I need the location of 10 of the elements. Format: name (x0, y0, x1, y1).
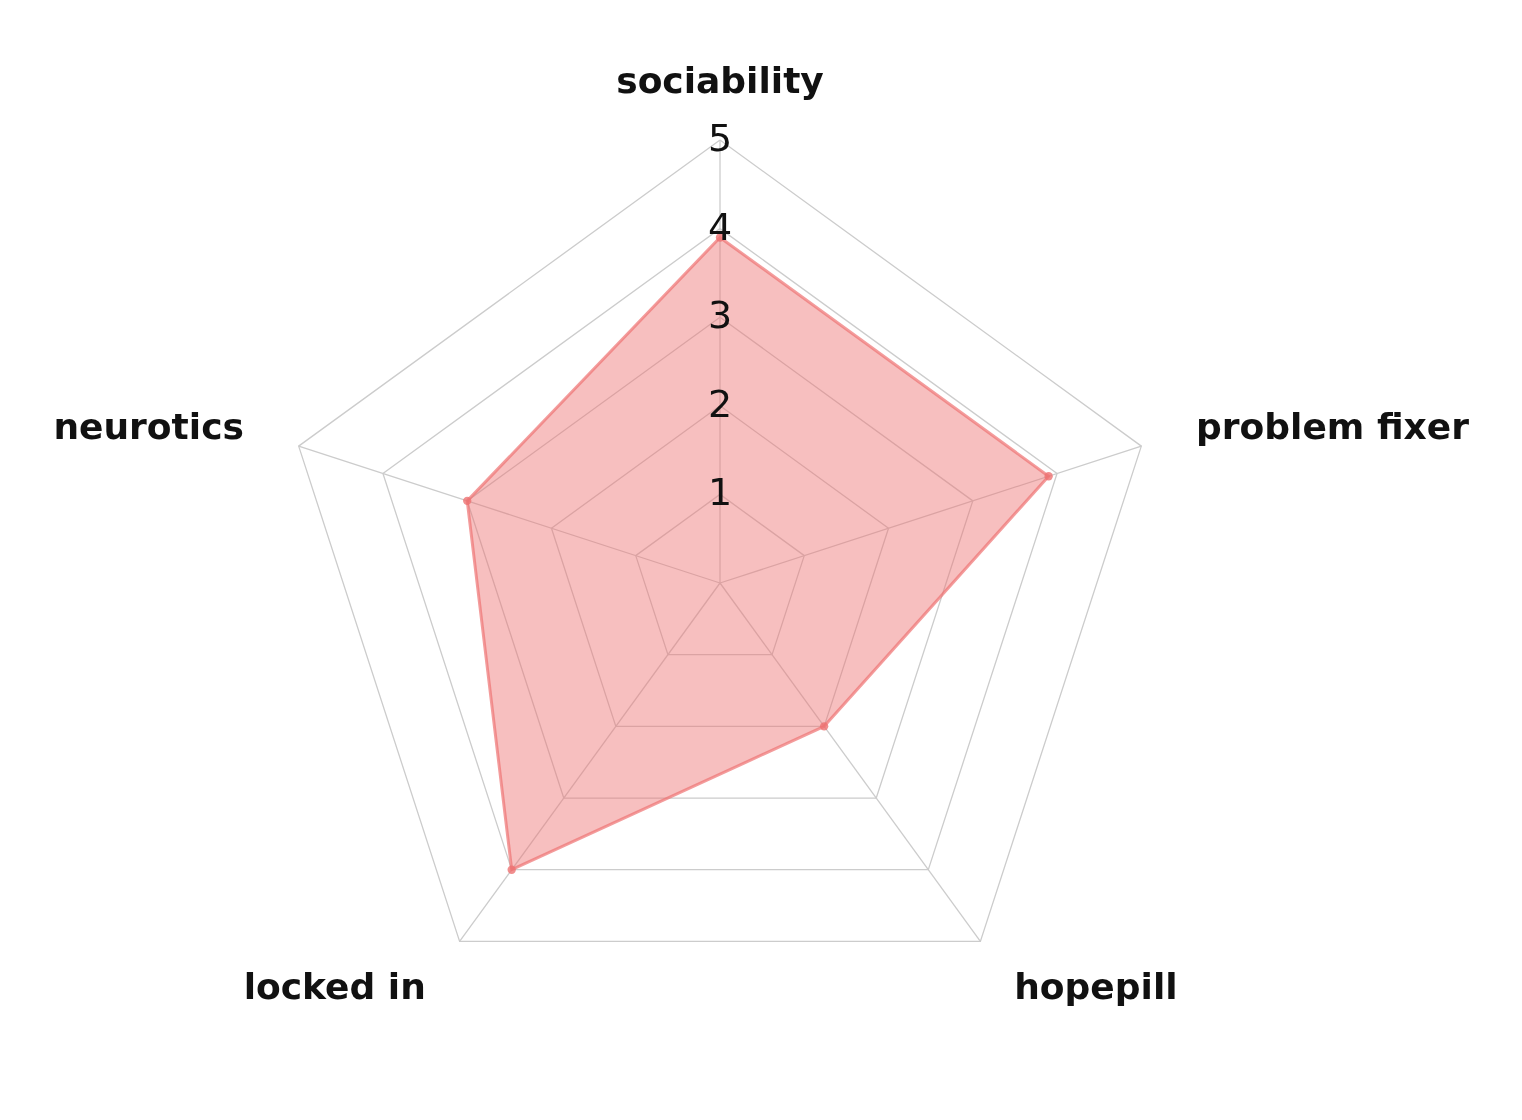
y-tick-label: 5 (707, 116, 733, 160)
y-tick-label: 1 (707, 470, 733, 515)
spoke-label: sociability (616, 60, 824, 102)
spoke-label: hopepill (1014, 965, 1178, 1007)
spoke-label: locked in (243, 965, 426, 1007)
y-tick-label: 4 (707, 204, 733, 249)
y-tick-label: 3 (707, 293, 733, 338)
spoke-label: problem fixer (1196, 406, 1470, 448)
y-tick-label: 2 (707, 381, 733, 426)
spoke-label: neurotics (53, 406, 244, 448)
